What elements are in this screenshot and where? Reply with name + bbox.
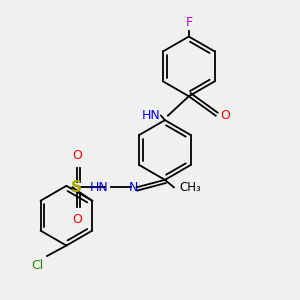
Text: O: O [72,213,82,226]
Text: O: O [72,149,82,162]
Text: F: F [185,16,192,29]
Text: O: O [220,109,230,122]
Text: HN: HN [89,181,108,194]
Text: HN: HN [142,109,160,122]
Text: Cl: Cl [32,259,44,272]
Text: N: N [129,181,138,194]
Text: CH₃: CH₃ [180,181,202,194]
Text: S: S [71,180,82,195]
